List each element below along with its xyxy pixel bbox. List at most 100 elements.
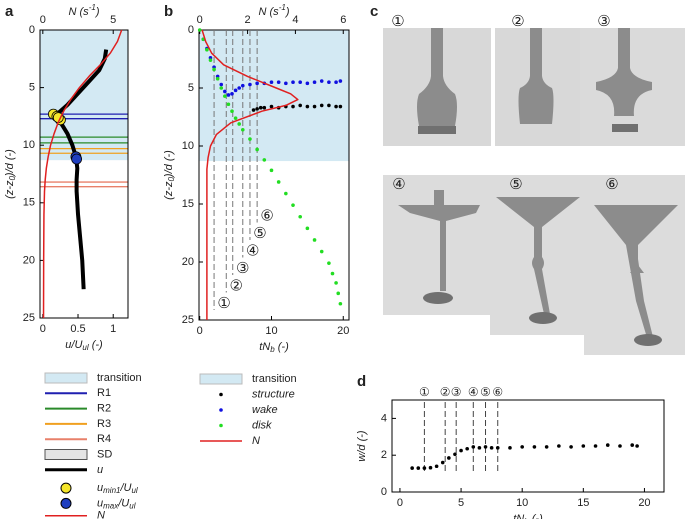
x-tick-label: 0.5 bbox=[70, 323, 85, 335]
frame-label: ② bbox=[511, 13, 524, 30]
legend-label: transition bbox=[252, 373, 297, 385]
point bbox=[298, 214, 302, 219]
point bbox=[208, 58, 213, 62]
x2-tick-label: 0 bbox=[40, 14, 46, 26]
label-part: u/U bbox=[65, 339, 82, 351]
point bbox=[284, 191, 288, 196]
point bbox=[465, 446, 469, 451]
point bbox=[618, 444, 622, 448]
point bbox=[219, 82, 224, 87]
point bbox=[251, 108, 256, 112]
label-part: ) bbox=[284, 6, 290, 18]
point bbox=[298, 103, 302, 108]
point bbox=[520, 445, 524, 449]
point bbox=[338, 301, 343, 306]
point bbox=[440, 460, 445, 465]
legend-swatch bbox=[199, 373, 243, 385]
silhouette bbox=[423, 292, 453, 304]
legend-label: N bbox=[252, 435, 260, 447]
panel-label: b bbox=[164, 3, 173, 20]
point bbox=[334, 104, 338, 109]
point bbox=[334, 80, 338, 84]
point bbox=[330, 271, 335, 276]
legend-label: R3 bbox=[97, 418, 111, 430]
point bbox=[240, 83, 245, 88]
point bbox=[223, 94, 227, 98]
legend-swatch bbox=[60, 482, 72, 494]
point bbox=[319, 249, 324, 254]
legend-label: transition bbox=[97, 372, 142, 384]
x2-tick-label: 6 bbox=[340, 14, 346, 26]
event-label: ④ bbox=[246, 242, 259, 259]
point bbox=[262, 105, 267, 110]
point bbox=[255, 81, 259, 86]
point bbox=[269, 104, 274, 109]
point bbox=[212, 67, 216, 72]
legend-swatch bbox=[219, 392, 223, 397]
point bbox=[453, 452, 457, 457]
point bbox=[71, 153, 83, 165]
point bbox=[593, 444, 598, 448]
point bbox=[327, 80, 331, 84]
legend-label: N bbox=[97, 510, 105, 519]
y-tick-label: 10 bbox=[23, 139, 35, 151]
y-tick-label: 5 bbox=[188, 82, 194, 94]
point bbox=[434, 464, 439, 469]
point bbox=[255, 147, 259, 152]
silhouette bbox=[496, 197, 580, 314]
label-part: u bbox=[97, 497, 103, 509]
band bbox=[199, 30, 349, 162]
event-label: ① bbox=[419, 385, 430, 399]
label-part: min1 bbox=[103, 486, 120, 495]
label-part: )/d (-) bbox=[163, 150, 175, 179]
point bbox=[581, 444, 586, 448]
point bbox=[312, 104, 317, 109]
point bbox=[248, 82, 252, 87]
series-line bbox=[201, 29, 299, 320]
legend-label: R4 bbox=[97, 433, 111, 445]
event-label: ④ bbox=[468, 385, 479, 399]
x-tick-label: 10 bbox=[516, 497, 528, 509]
label-part: ) bbox=[94, 6, 100, 18]
point bbox=[269, 168, 274, 173]
legend-label: disk bbox=[252, 419, 272, 431]
point bbox=[226, 93, 231, 97]
y-axis-label: (z-z0)/d (-) bbox=[163, 150, 176, 200]
point bbox=[284, 81, 288, 86]
event-label: ① bbox=[217, 295, 230, 312]
point bbox=[416, 466, 421, 470]
point bbox=[635, 444, 639, 448]
event-label: ③ bbox=[236, 260, 249, 277]
silhouette bbox=[418, 126, 456, 134]
point bbox=[276, 180, 281, 184]
point bbox=[327, 261, 331, 265]
point bbox=[532, 445, 537, 449]
point bbox=[305, 104, 310, 109]
legend-swatch bbox=[219, 423, 223, 428]
y-tick-label: 0 bbox=[188, 24, 194, 36]
panel-label: a bbox=[5, 3, 14, 20]
x-tick-label: 0 bbox=[197, 325, 203, 337]
point bbox=[219, 86, 224, 90]
point bbox=[319, 103, 324, 108]
event-label: ⑤ bbox=[253, 225, 266, 242]
x-tick-label: 20 bbox=[337, 325, 349, 337]
label-part: max bbox=[103, 502, 119, 511]
point bbox=[237, 122, 241, 126]
event-label: ⑥ bbox=[260, 207, 273, 224]
silhouette bbox=[594, 205, 678, 341]
silhouette bbox=[417, 28, 457, 126]
point bbox=[312, 80, 317, 84]
frame-label: ① bbox=[391, 13, 404, 30]
y-tick-label: 5 bbox=[29, 82, 35, 94]
legend-label: structure bbox=[252, 388, 295, 400]
legend-label: u bbox=[97, 464, 103, 476]
panel-label: c bbox=[370, 3, 378, 20]
point bbox=[312, 238, 317, 242]
y-tick-label: 15 bbox=[182, 198, 194, 210]
event-label: ⑥ bbox=[492, 385, 503, 399]
point bbox=[334, 281, 338, 285]
y-axis-label: (z-z0)/d (-) bbox=[4, 149, 17, 199]
panel-c-images bbox=[383, 28, 685, 355]
y-tick-label: 25 bbox=[182, 314, 194, 326]
